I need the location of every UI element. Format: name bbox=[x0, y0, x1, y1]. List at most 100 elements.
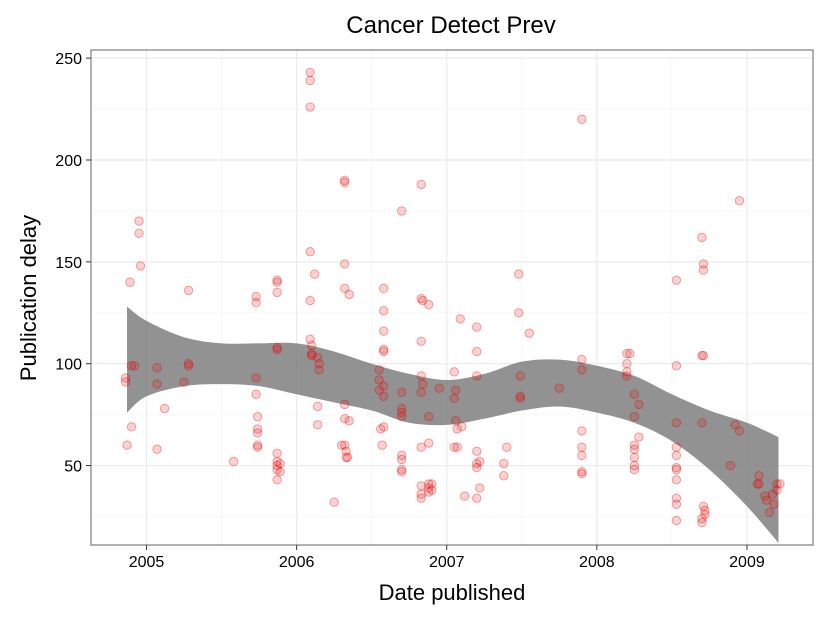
data-point bbox=[309, 269, 320, 279]
data-point bbox=[305, 295, 315, 306]
data-point bbox=[475, 483, 485, 493]
data-point bbox=[272, 342, 282, 353]
data-point bbox=[397, 403, 407, 414]
data-point bbox=[305, 75, 315, 86]
data-point bbox=[183, 361, 194, 371]
data-point bbox=[449, 393, 459, 404]
data-point bbox=[305, 246, 315, 257]
data-point bbox=[126, 422, 137, 432]
data-point bbox=[457, 422, 467, 432]
x-tick-label: 2005 bbox=[129, 554, 165, 571]
data-point bbox=[374, 365, 384, 375]
data-point bbox=[416, 336, 426, 346]
data-point bbox=[397, 454, 407, 465]
y-tick-label: 50 bbox=[64, 459, 82, 476]
data-point bbox=[416, 493, 426, 503]
data-point bbox=[472, 458, 482, 469]
data-point bbox=[272, 344, 282, 355]
data-point bbox=[275, 458, 285, 469]
data-point bbox=[342, 452, 353, 463]
data-point bbox=[671, 499, 682, 509]
data-point bbox=[179, 377, 189, 387]
data-point bbox=[159, 403, 170, 414]
data-point bbox=[424, 438, 434, 448]
data-point bbox=[379, 283, 389, 294]
data-point bbox=[671, 361, 682, 371]
data-point bbox=[754, 471, 764, 481]
data-point bbox=[577, 450, 587, 461]
data-point bbox=[515, 391, 525, 401]
data-point bbox=[228, 456, 239, 467]
y-axis-label: Publication delay bbox=[16, 215, 41, 381]
data-point bbox=[339, 175, 350, 186]
x-tick-label: 2009 bbox=[729, 554, 765, 571]
data-point bbox=[427, 479, 437, 489]
data-point bbox=[339, 283, 350, 294]
data-point bbox=[374, 385, 384, 395]
data-point bbox=[252, 424, 263, 434]
data-point bbox=[272, 456, 282, 467]
data-point bbox=[376, 424, 386, 434]
data-point bbox=[416, 442, 426, 452]
data-point bbox=[344, 416, 354, 426]
data-point bbox=[577, 365, 587, 375]
y-axis: 50 100 150 200 250 bbox=[55, 51, 91, 476]
data-point bbox=[460, 491, 470, 501]
data-point bbox=[252, 411, 263, 422]
data-point bbox=[306, 348, 317, 359]
data-point bbox=[671, 442, 682, 452]
data-point bbox=[339, 259, 350, 269]
data-point bbox=[305, 334, 315, 344]
y-tick-label: 200 bbox=[55, 153, 82, 170]
data-point bbox=[671, 475, 682, 485]
data-point bbox=[305, 67, 315, 78]
data-point bbox=[725, 460, 736, 471]
data-point bbox=[577, 469, 587, 479]
data-point bbox=[772, 485, 782, 495]
data-point bbox=[700, 505, 710, 516]
data-point bbox=[424, 299, 434, 310]
data-point bbox=[416, 179, 426, 190]
data-point bbox=[416, 489, 426, 499]
data-point bbox=[472, 371, 482, 381]
data-point bbox=[272, 287, 282, 298]
data-point bbox=[152, 379, 162, 389]
data-point bbox=[135, 261, 146, 271]
data-point bbox=[305, 102, 315, 112]
data-point bbox=[252, 440, 263, 450]
data-point bbox=[252, 442, 263, 452]
data-point bbox=[251, 291, 261, 302]
data-point bbox=[120, 373, 131, 383]
data-point bbox=[252, 428, 263, 438]
data-point bbox=[397, 387, 407, 397]
data-point bbox=[629, 440, 640, 450]
data-point bbox=[629, 389, 640, 399]
x-tick-label: 2006 bbox=[279, 554, 315, 571]
data-point bbox=[152, 444, 162, 454]
data-point bbox=[377, 440, 387, 450]
data-point bbox=[129, 361, 140, 371]
data-point bbox=[416, 387, 426, 397]
data-point bbox=[752, 479, 763, 489]
data-point bbox=[671, 418, 682, 428]
data-point bbox=[397, 407, 407, 418]
data-point bbox=[272, 275, 282, 285]
data-point bbox=[700, 509, 710, 520]
data-point bbox=[122, 440, 132, 450]
data-point bbox=[671, 464, 682, 475]
data-point bbox=[379, 381, 389, 391]
data-point bbox=[379, 344, 389, 355]
data-point bbox=[451, 416, 461, 426]
data-point bbox=[475, 456, 485, 467]
data-point bbox=[671, 493, 682, 503]
data-point bbox=[306, 350, 317, 361]
data-point bbox=[424, 487, 434, 497]
data-point bbox=[577, 442, 587, 452]
data-point bbox=[622, 348, 632, 359]
data-point bbox=[134, 216, 144, 226]
x-tick-label: 2007 bbox=[429, 554, 465, 571]
data-point bbox=[629, 452, 640, 463]
data-point bbox=[152, 363, 162, 373]
data-point bbox=[424, 479, 434, 489]
data-point bbox=[472, 493, 482, 503]
